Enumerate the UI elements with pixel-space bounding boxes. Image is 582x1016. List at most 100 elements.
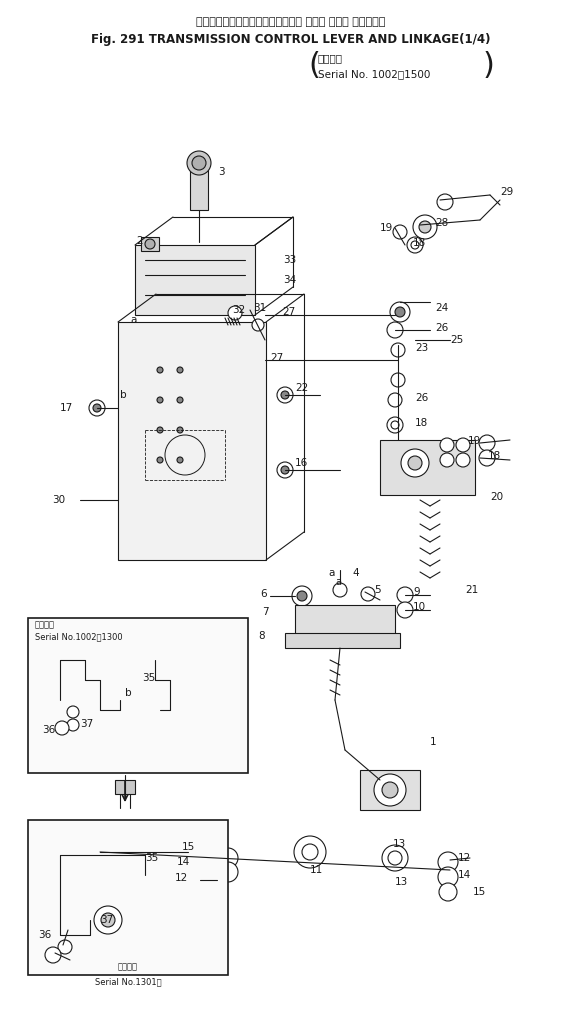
Circle shape bbox=[218, 848, 238, 868]
Text: b: b bbox=[120, 390, 127, 400]
Text: 19: 19 bbox=[380, 223, 393, 233]
Text: Serial No.1002～1300: Serial No.1002～1300 bbox=[35, 633, 123, 641]
Text: 1: 1 bbox=[430, 737, 436, 747]
Circle shape bbox=[157, 427, 163, 433]
Circle shape bbox=[294, 836, 326, 868]
Circle shape bbox=[157, 457, 163, 463]
Circle shape bbox=[456, 453, 470, 467]
Circle shape bbox=[58, 940, 72, 954]
Circle shape bbox=[297, 591, 307, 601]
Bar bbox=[115, 780, 135, 793]
Circle shape bbox=[177, 427, 183, 433]
Circle shape bbox=[277, 462, 293, 478]
Text: Serial No. 1002～1500: Serial No. 1002～1500 bbox=[318, 69, 430, 79]
Circle shape bbox=[67, 706, 79, 718]
Circle shape bbox=[391, 373, 405, 387]
Text: 6: 6 bbox=[260, 589, 267, 599]
Text: 適用号機: 適用号機 bbox=[35, 621, 55, 630]
Text: 4: 4 bbox=[352, 568, 359, 578]
Text: 2: 2 bbox=[136, 236, 143, 246]
Text: 22: 22 bbox=[295, 383, 308, 393]
Text: (: ( bbox=[308, 52, 320, 80]
Circle shape bbox=[440, 438, 454, 452]
Text: 12: 12 bbox=[175, 873, 188, 883]
Text: 17: 17 bbox=[60, 403, 73, 412]
Text: 26: 26 bbox=[435, 323, 448, 333]
Text: 14: 14 bbox=[177, 858, 190, 867]
Circle shape bbox=[439, 883, 457, 901]
Text: 23: 23 bbox=[415, 343, 428, 353]
Text: 21: 21 bbox=[465, 585, 478, 595]
Text: b: b bbox=[125, 688, 132, 698]
Circle shape bbox=[374, 774, 406, 806]
Text: 適用号機: 適用号機 bbox=[318, 53, 343, 63]
Circle shape bbox=[177, 397, 183, 403]
Circle shape bbox=[203, 873, 221, 891]
Circle shape bbox=[55, 721, 69, 735]
Text: 適用号機: 適用号機 bbox=[118, 962, 138, 971]
Circle shape bbox=[397, 587, 413, 604]
Circle shape bbox=[192, 156, 206, 170]
Text: 11: 11 bbox=[310, 865, 323, 875]
Text: Serial No.1301～: Serial No.1301～ bbox=[95, 977, 161, 987]
Circle shape bbox=[391, 343, 405, 357]
Text: 18: 18 bbox=[488, 451, 501, 461]
Bar bbox=[380, 440, 475, 495]
Text: 24: 24 bbox=[435, 303, 448, 313]
Text: 28: 28 bbox=[435, 218, 448, 228]
Text: 33: 33 bbox=[283, 255, 296, 265]
Text: a: a bbox=[328, 568, 335, 578]
Text: 19: 19 bbox=[468, 436, 481, 446]
Circle shape bbox=[390, 302, 410, 322]
Circle shape bbox=[157, 397, 163, 403]
Circle shape bbox=[101, 913, 115, 927]
Circle shape bbox=[387, 417, 403, 433]
Text: 37: 37 bbox=[80, 719, 93, 729]
Circle shape bbox=[277, 387, 293, 403]
Circle shape bbox=[387, 322, 403, 338]
Circle shape bbox=[45, 947, 61, 963]
Circle shape bbox=[93, 404, 101, 412]
Circle shape bbox=[479, 450, 495, 466]
Text: 37: 37 bbox=[100, 915, 113, 925]
Text: 12: 12 bbox=[458, 853, 471, 863]
Bar bbox=[190, 165, 208, 210]
Text: 10: 10 bbox=[413, 602, 426, 612]
Text: 36: 36 bbox=[42, 725, 55, 735]
Circle shape bbox=[408, 456, 422, 470]
Circle shape bbox=[94, 906, 122, 934]
Circle shape bbox=[419, 221, 431, 233]
Text: 5: 5 bbox=[374, 585, 381, 595]
Bar bbox=[295, 605, 395, 635]
Text: 7: 7 bbox=[262, 607, 269, 617]
Text: 15: 15 bbox=[182, 842, 195, 852]
Circle shape bbox=[437, 194, 453, 210]
Text: 16: 16 bbox=[295, 458, 308, 468]
Circle shape bbox=[401, 449, 429, 477]
Circle shape bbox=[395, 307, 405, 317]
Bar bbox=[100, 845, 130, 859]
Circle shape bbox=[438, 867, 458, 887]
Circle shape bbox=[252, 319, 264, 331]
Circle shape bbox=[397, 602, 413, 618]
Circle shape bbox=[281, 466, 289, 474]
Circle shape bbox=[177, 457, 183, 463]
Text: a: a bbox=[130, 315, 136, 325]
Text: Fig. 291 TRANSMISSION CONTROL LEVER AND LINKAGE(1/4): Fig. 291 TRANSMISSION CONTROL LEVER AND … bbox=[91, 34, 491, 47]
Text: 27: 27 bbox=[282, 307, 295, 317]
Circle shape bbox=[382, 845, 408, 871]
Text: 30: 30 bbox=[52, 495, 65, 505]
Text: 13: 13 bbox=[395, 877, 408, 887]
Text: 36: 36 bbox=[38, 930, 51, 940]
Text: 14: 14 bbox=[458, 870, 471, 880]
Circle shape bbox=[187, 151, 211, 175]
Text: 32: 32 bbox=[232, 305, 245, 315]
Text: 18: 18 bbox=[415, 418, 428, 428]
Text: a: a bbox=[335, 577, 341, 587]
Text: 34: 34 bbox=[283, 275, 296, 285]
Text: 31: 31 bbox=[253, 303, 266, 313]
Circle shape bbox=[333, 583, 347, 597]
Text: 20: 20 bbox=[490, 492, 503, 502]
Circle shape bbox=[413, 215, 437, 239]
Bar bbox=[360, 770, 420, 810]
